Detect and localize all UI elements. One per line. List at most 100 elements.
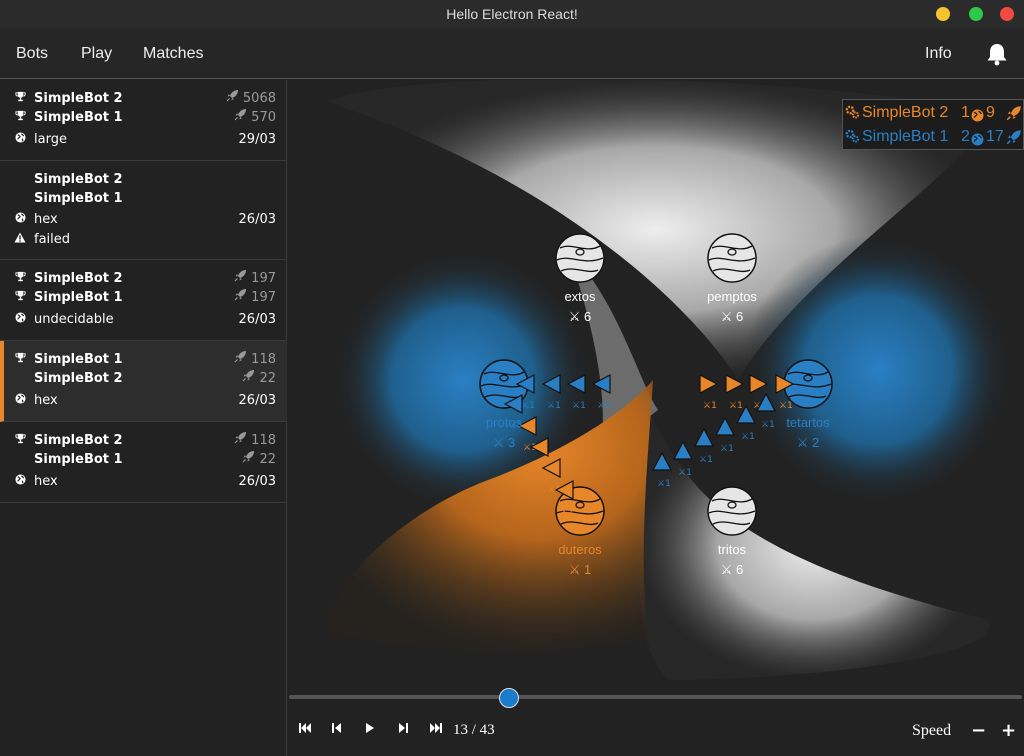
warning-icon bbox=[13, 230, 27, 249]
player-2-name: SimpleBot 1 bbox=[34, 191, 123, 206]
match-date: 26/03 bbox=[238, 312, 276, 327]
svg-text:⚔1: ⚔1 bbox=[779, 401, 793, 411]
match-list: SimpleBot 2 5068 SimpleBot 1 570 large 29/0… bbox=[0, 80, 287, 756]
nav-info[interactable]: Info bbox=[925, 45, 952, 62]
planet-name-label: pemptos bbox=[707, 289, 757, 304]
fleet-orange: ⚔1 bbox=[699, 374, 719, 411]
match-list-item[interactable]: SimpleBot 2 197 SimpleBot 1 197 undecidabl… bbox=[0, 260, 287, 341]
region-neutral-bottom bbox=[639, 410, 990, 680]
match-map: large 29/03 bbox=[0, 130, 287, 149]
fleet-blue: ⚔1 bbox=[673, 440, 693, 478]
step-back-icon[interactable] bbox=[332, 722, 342, 737]
match-list-item[interactable]: SimpleBot 2 5068 SimpleBot 1 570 large 29/0… bbox=[0, 80, 287, 161]
planet-tritos[interactable] bbox=[707, 486, 757, 536]
play-icon[interactable] bbox=[365, 722, 375, 737]
trophy-icon bbox=[13, 288, 27, 307]
planet-name-label: extos bbox=[564, 289, 596, 304]
status-text: failed bbox=[34, 232, 71, 247]
fleet-blue: ⚔1 bbox=[756, 392, 776, 430]
player-1-name: SimpleBot 2 bbox=[34, 433, 123, 448]
swords-icon: ⚔ bbox=[720, 309, 733, 324]
game-map: ⚔1⚔1⚔1⚔1⚔1⚔1⚔1⚔1⚔1⚔1⚔1⚔1⚔1⚔1⚔1⚔1⚔1⚔1⚔1 bbox=[288, 80, 1024, 692]
player-2-name: SimpleBot 1 bbox=[34, 452, 123, 467]
match-player-2: SimpleBot 1 197 bbox=[0, 288, 287, 307]
globe-icon bbox=[13, 391, 27, 410]
svg-text:⚔1: ⚔1 bbox=[509, 421, 523, 431]
match-date: 26/03 bbox=[238, 474, 276, 489]
map-name: undecidable bbox=[34, 312, 114, 327]
speed-label: Speed bbox=[912, 722, 952, 739]
bell-icon[interactable] bbox=[986, 42, 1008, 66]
planet-name-label: tritos bbox=[717, 542, 747, 557]
fleet-orange: ⚔1 bbox=[775, 374, 795, 411]
match-player-2: SimpleBot 1 bbox=[0, 189, 287, 208]
player-2-score: 22 bbox=[242, 369, 276, 388]
svg-text:⚔1: ⚔1 bbox=[761, 420, 775, 430]
planet-pemptos[interactable] bbox=[707, 233, 757, 283]
planet-name-label: protos bbox=[485, 415, 523, 430]
match-list-item[interactable]: SimpleBot 2 118 SimpleBot 1 22 hex 26/03 bbox=[0, 422, 287, 503]
fleet-blue: ⚔1 bbox=[503, 394, 523, 431]
match-player-2: SimpleBot 1 22 bbox=[0, 450, 287, 469]
turn-slider-thumb[interactable] bbox=[498, 688, 519, 708]
svg-text:⚔1: ⚔1 bbox=[535, 464, 549, 474]
player-1-score: 197 bbox=[234, 269, 276, 288]
svg-text:⚔1: ⚔1 bbox=[521, 401, 535, 411]
score-player-name: SimpleBot 2 bbox=[862, 104, 949, 121]
trophy-icon bbox=[13, 108, 27, 127]
player-2-score: 570 bbox=[234, 108, 276, 127]
player-2-name: SimpleBot 1 bbox=[34, 110, 123, 125]
planet-ships-label: ⚔ 6 bbox=[720, 309, 744, 324]
planet-ships-label: ⚔ 1 bbox=[568, 562, 592, 577]
speed-decrease-button[interactable]: − bbox=[971, 720, 987, 741]
fleet-blue: ⚔1 bbox=[715, 416, 735, 454]
rocket-icon bbox=[1006, 105, 1022, 129]
nav-play[interactable]: Play bbox=[81, 45, 113, 62]
skip-start-icon[interactable] bbox=[299, 722, 311, 737]
map-name: hex bbox=[34, 474, 58, 489]
nav-matches[interactable]: Matches bbox=[143, 45, 204, 62]
match-date: 26/03 bbox=[238, 393, 276, 408]
fleet-blue: ⚔1 bbox=[566, 374, 586, 411]
swords-icon: ⚔ bbox=[568, 562, 581, 577]
map-canvas: ⚔1⚔1⚔1⚔1⚔1⚔1⚔1⚔1⚔1⚔1⚔1⚔1⚔1⚔1⚔1⚔1⚔1⚔1⚔1 bbox=[328, 80, 1013, 680]
score-row-2: SimpleBot 1 2 17 bbox=[843, 125, 1024, 149]
match-player-1: SimpleBot 2 118 bbox=[0, 431, 287, 450]
step-forward-icon[interactable] bbox=[398, 722, 408, 737]
planet-duteros[interactable] bbox=[555, 486, 605, 536]
fleet-orange: ⚔1 bbox=[517, 416, 537, 453]
maximize-button[interactable] bbox=[969, 7, 983, 21]
player-1-score: 118 bbox=[234, 431, 276, 450]
trophy-icon bbox=[13, 89, 27, 108]
globe-icon bbox=[13, 130, 27, 149]
player-2-name: SimpleBot 1 bbox=[34, 290, 123, 305]
match-player-1: SimpleBot 2 5068 bbox=[0, 89, 287, 108]
match-list-item[interactable]: SimpleBot 2 SimpleBot 1 hex 26/03 failed bbox=[0, 161, 287, 260]
minimize-button[interactable] bbox=[936, 7, 950, 21]
swords-icon: ⚔ bbox=[492, 435, 505, 450]
skip-end-icon[interactable] bbox=[430, 722, 442, 737]
match-player-2: SimpleBot 1 570 bbox=[0, 108, 287, 127]
score-player-name: SimpleBot 1 bbox=[862, 128, 949, 145]
nav-bots[interactable]: Bots bbox=[16, 45, 49, 62]
fleet-blue: ⚔1 bbox=[694, 427, 714, 465]
planet-ships-label: ⚔ 3 bbox=[492, 435, 516, 450]
turn-slider[interactable] bbox=[289, 695, 1022, 699]
player-2-score: 197 bbox=[234, 288, 276, 307]
globe-icon bbox=[13, 210, 27, 229]
fleet-orange: ⚔1 bbox=[529, 437, 549, 474]
fleet-blue: ⚔1 bbox=[736, 404, 756, 442]
match-status: failed bbox=[0, 230, 287, 249]
globe-icon bbox=[13, 310, 27, 329]
score-ships: 17 bbox=[986, 128, 1004, 145]
svg-text:⚔1: ⚔1 bbox=[597, 401, 611, 411]
player-1-name: SimpleBot 2 bbox=[34, 271, 123, 286]
planet-extos[interactable] bbox=[555, 233, 605, 283]
match-list-item[interactable]: SimpleBot 1 118 SimpleBot 2 22 hex 26/03 bbox=[0, 341, 287, 422]
map-name: hex bbox=[34, 212, 58, 227]
close-button[interactable] bbox=[1000, 7, 1014, 21]
player-2-name: SimpleBot 2 bbox=[34, 371, 123, 386]
svg-text:⚔1: ⚔1 bbox=[741, 432, 755, 442]
score-planets: 2 bbox=[961, 128, 970, 145]
speed-increase-button[interactable]: + bbox=[1001, 720, 1017, 741]
